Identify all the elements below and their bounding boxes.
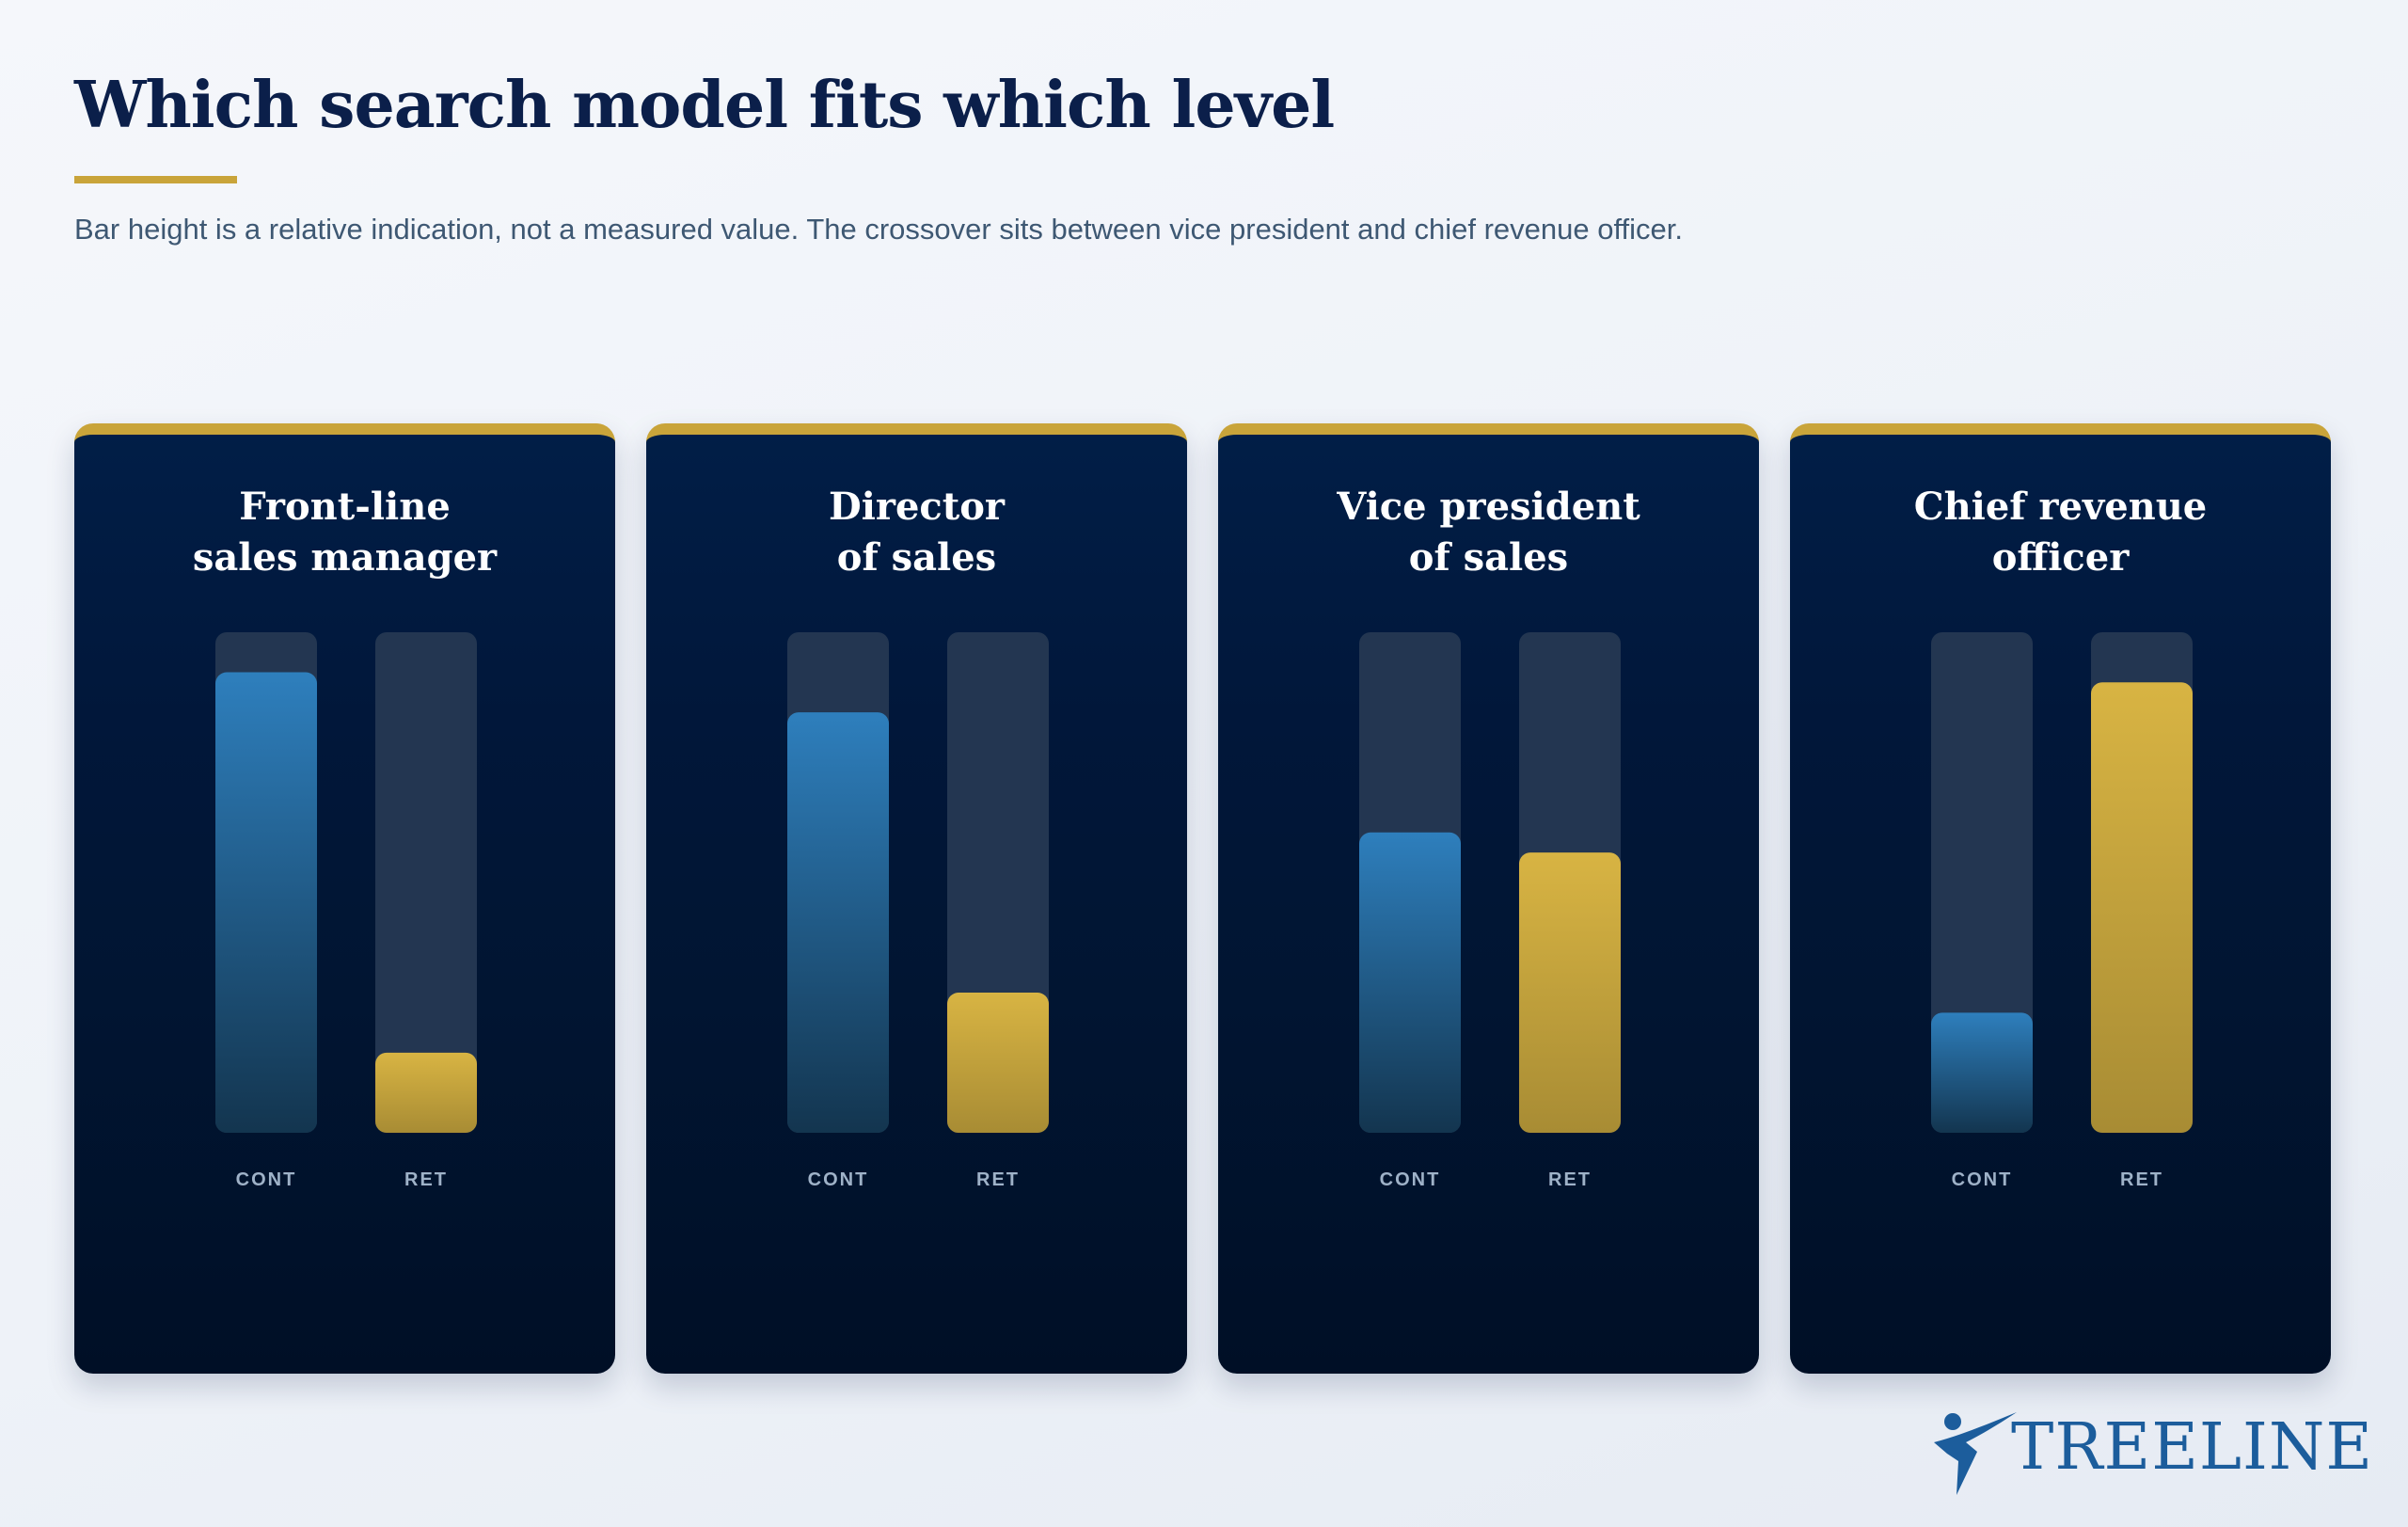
card-title-line: of sales <box>836 535 997 580</box>
title-underline <box>74 176 237 183</box>
brand-logo: TREELINE <box>1928 1405 2372 1495</box>
bar-label: RET <box>1548 1169 1592 1190</box>
cont-bar <box>1359 832 1461 1133</box>
card-title-line: of sales <box>1408 535 1569 580</box>
cont-bar <box>787 712 889 1133</box>
bar-track <box>375 632 477 1133</box>
bar-label: CONT <box>236 1169 297 1190</box>
card-title-line: officer <box>1991 535 2130 580</box>
bar-track <box>1931 632 2033 1133</box>
runner-figure-icon <box>1934 1412 2017 1495</box>
bar-label: CONT <box>808 1169 869 1190</box>
ret-bar <box>375 1052 477 1133</box>
cont-bar <box>215 672 317 1133</box>
card-title: Director of sales <box>646 482 1187 583</box>
bar-label: RET <box>976 1169 1020 1190</box>
card-title-line: Chief revenue <box>1913 485 2208 529</box>
level-card: Front-line sales manager CONT RET <box>74 423 615 1374</box>
bar-label: CONT <box>1952 1169 2013 1190</box>
cont-bar <box>1931 1012 2033 1133</box>
card-title-line: Front-line <box>239 485 451 529</box>
bar-label: RET <box>2120 1169 2163 1190</box>
card-title-line: sales manager <box>192 535 498 580</box>
card-title-line: Vice president <box>1337 485 1640 529</box>
bar-pair: CONT RET <box>787 632 1049 1190</box>
ret-bar <box>1519 852 1621 1133</box>
page-title: Which search model fits which level <box>74 68 1335 143</box>
level-card: Chief revenue officer CONT RET <box>1790 423 2331 1374</box>
bar-pair: CONT RET <box>1359 632 1621 1190</box>
card-title-line: Director <box>829 485 1005 529</box>
bar-label: CONT <box>1380 1169 1441 1190</box>
level-card: Vice president of sales CONT RET <box>1218 423 1759 1374</box>
brand-name: TREELINE <box>2011 1410 2373 1485</box>
bar-pair: CONT RET <box>1931 632 2193 1190</box>
page-subtitle: Bar height is a relative indication, not… <box>74 213 1683 246</box>
bar-label: RET <box>404 1169 448 1190</box>
card-title: Chief revenue officer <box>1790 482 2331 583</box>
ret-bar <box>2091 682 2193 1133</box>
card-title: Vice president of sales <box>1218 482 1759 583</box>
ret-bar <box>947 993 1049 1133</box>
level-card: Director of sales CONT RET <box>646 423 1187 1374</box>
card-title: Front-line sales manager <box>74 482 615 583</box>
bar-pair: CONT RET <box>215 632 477 1190</box>
